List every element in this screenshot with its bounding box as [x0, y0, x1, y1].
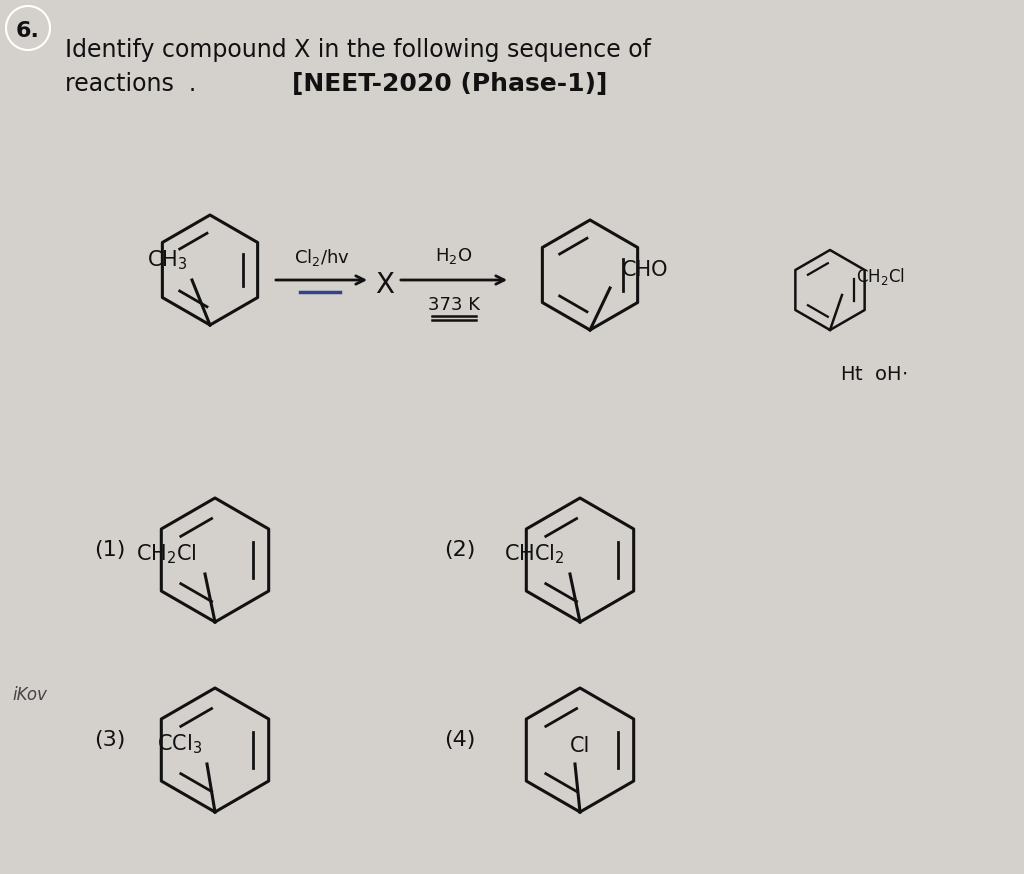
Text: (2): (2) — [444, 540, 476, 560]
Text: 373 K: 373 K — [428, 296, 480, 314]
Text: CHO: CHO — [622, 260, 669, 280]
Text: Cl: Cl — [569, 736, 590, 756]
Text: iKov: iKov — [12, 686, 47, 704]
Text: (1): (1) — [94, 540, 126, 560]
Text: Ht  oH$\cdot$: Ht oH$\cdot$ — [840, 365, 907, 384]
Text: H$_2$O: H$_2$O — [435, 246, 473, 266]
Text: CCl$_3$: CCl$_3$ — [157, 732, 202, 756]
Text: CHCl$_2$: CHCl$_2$ — [504, 543, 565, 566]
Text: Cl$_2$/hv: Cl$_2$/hv — [294, 247, 349, 268]
Text: (4): (4) — [444, 730, 476, 750]
Text: Identify compound X in the following sequence of: Identify compound X in the following seq… — [65, 38, 651, 62]
Text: (3): (3) — [94, 730, 126, 750]
Text: X: X — [375, 271, 394, 299]
Text: 6.: 6. — [16, 21, 40, 41]
Text: [NEET-2020 (Phase-1)]: [NEET-2020 (Phase-1)] — [292, 72, 607, 96]
Text: reactions  .: reactions . — [65, 72, 197, 96]
Text: CH$_2$Cl: CH$_2$Cl — [855, 266, 904, 287]
Text: CH$_2$Cl: CH$_2$Cl — [136, 543, 197, 566]
Text: CH$_3$: CH$_3$ — [146, 248, 187, 272]
